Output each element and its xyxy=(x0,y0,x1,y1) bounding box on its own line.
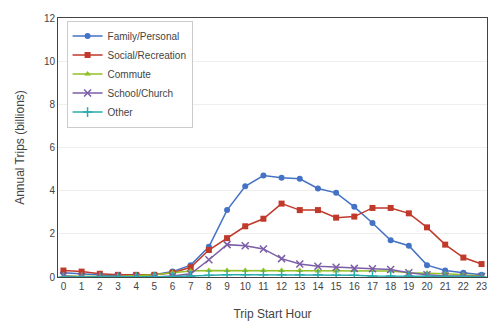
svg-text:8: 8 xyxy=(49,99,55,110)
svg-text:12: 12 xyxy=(276,281,288,292)
svg-text:7: 7 xyxy=(188,281,194,292)
svg-text:15: 15 xyxy=(331,281,343,292)
svg-text:School/Church: School/Church xyxy=(108,88,174,99)
svg-text:5: 5 xyxy=(152,281,158,292)
svg-text:Social/Recreation: Social/Recreation xyxy=(108,50,186,61)
svg-text:Commute: Commute xyxy=(108,69,152,80)
svg-text:2: 2 xyxy=(97,281,103,292)
svg-text:2: 2 xyxy=(49,228,55,239)
svg-text:Family/Personal: Family/Personal xyxy=(108,31,180,42)
svg-text:Other: Other xyxy=(108,107,134,118)
svg-text:10: 10 xyxy=(240,281,252,292)
svg-text:4: 4 xyxy=(49,185,55,196)
svg-text:18: 18 xyxy=(385,281,397,292)
svg-text:9: 9 xyxy=(224,281,230,292)
svg-text:19: 19 xyxy=(403,281,415,292)
svg-text:20: 20 xyxy=(421,281,433,292)
svg-text:16: 16 xyxy=(349,281,361,292)
svg-text:8: 8 xyxy=(206,281,212,292)
svg-text:23: 23 xyxy=(476,281,488,292)
svg-text:22: 22 xyxy=(458,281,470,292)
svg-text:Annual Trips (billions): Annual Trips (billions) xyxy=(13,90,27,205)
svg-text:14: 14 xyxy=(312,281,324,292)
svg-text:10: 10 xyxy=(44,56,56,67)
svg-text:17: 17 xyxy=(367,281,379,292)
svg-text:1: 1 xyxy=(79,281,85,292)
svg-text:11: 11 xyxy=(258,281,269,292)
svg-text:12: 12 xyxy=(44,13,56,24)
svg-text:13: 13 xyxy=(294,281,306,292)
svg-text:21: 21 xyxy=(440,281,452,292)
svg-text:0: 0 xyxy=(61,281,67,292)
svg-text:6: 6 xyxy=(49,142,55,153)
svg-text:0: 0 xyxy=(49,272,55,283)
svg-text:3: 3 xyxy=(115,281,121,292)
svg-text:4: 4 xyxy=(133,281,139,292)
svg-text:Trip Start Hour: Trip Start Hour xyxy=(233,307,311,321)
svg-text:6: 6 xyxy=(170,281,176,292)
